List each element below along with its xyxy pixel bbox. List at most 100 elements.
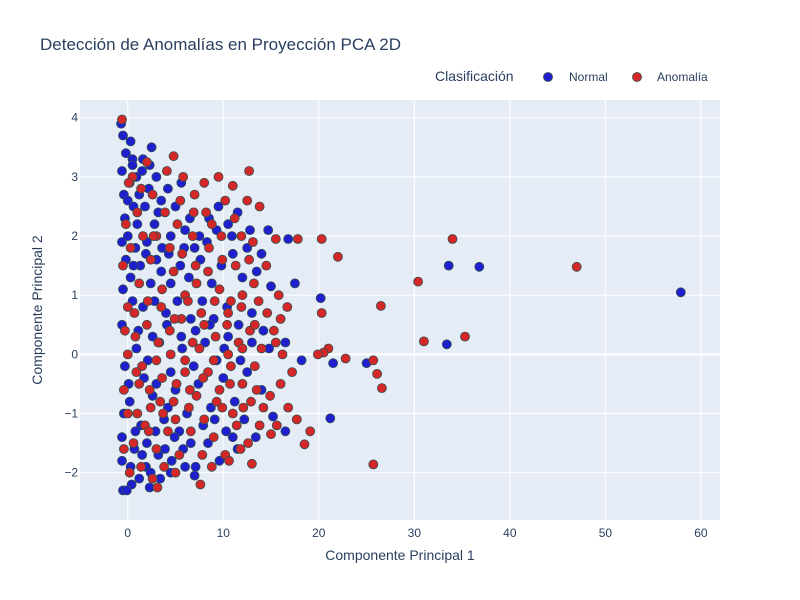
data-point[interactable] — [571, 261, 582, 272]
data-point[interactable] — [198, 373, 209, 383]
data-point[interactable] — [292, 234, 303, 244]
data-point[interactable] — [217, 254, 228, 265]
data-point[interactable] — [160, 444, 170, 454]
data-point[interactable] — [151, 378, 162, 389]
data-point[interactable] — [277, 349, 288, 360]
data-point[interactable] — [247, 237, 258, 247]
data-point[interactable] — [237, 378, 248, 389]
data-point[interactable] — [187, 337, 198, 348]
data-point[interactable] — [209, 414, 220, 425]
data-point[interactable] — [118, 130, 128, 141]
data-point[interactable] — [283, 402, 294, 413]
data-point[interactable] — [153, 337, 164, 348]
data-point[interactable] — [141, 438, 152, 449]
data-point[interactable] — [253, 296, 264, 307]
data-point[interactable] — [171, 378, 182, 389]
data-point[interactable] — [244, 166, 255, 176]
data-point[interactable] — [136, 461, 147, 472]
data-point[interactable] — [218, 373, 229, 383]
data-point[interactable] — [169, 432, 180, 443]
data-point[interactable] — [162, 183, 173, 194]
data-point[interactable] — [147, 189, 158, 200]
data-point[interactable] — [189, 242, 200, 253]
data-point[interactable] — [256, 343, 267, 354]
data-point[interactable] — [375, 300, 386, 311]
data-point[interactable] — [122, 302, 133, 312]
data-point[interactable] — [474, 261, 485, 272]
data-point[interactable] — [190, 461, 201, 472]
data-point[interactable] — [275, 378, 286, 389]
data-point[interactable] — [194, 343, 205, 354]
data-point[interactable] — [206, 278, 217, 289]
data-point[interactable] — [270, 234, 281, 244]
data-point[interactable] — [141, 157, 152, 168]
data-point[interactable] — [196, 308, 207, 318]
data-point[interactable] — [123, 177, 134, 188]
data-point[interactable] — [199, 177, 210, 188]
legend-item-normal[interactable]: Normal — [543, 70, 608, 84]
data-point[interactable] — [151, 444, 162, 454]
data-point[interactable] — [213, 201, 224, 212]
data-point[interactable] — [251, 266, 262, 277]
data-point[interactable] — [242, 367, 253, 378]
data-point[interactable] — [152, 482, 163, 493]
data-point[interactable] — [209, 296, 220, 307]
data-point[interactable] — [246, 308, 257, 318]
data-point[interactable] — [199, 414, 210, 425]
data-point[interactable] — [160, 207, 170, 218]
data-point[interactable] — [223, 219, 234, 230]
data-point[interactable] — [143, 426, 154, 437]
data-point[interactable] — [413, 276, 424, 287]
data-point[interactable] — [168, 396, 179, 407]
data-point[interactable] — [249, 361, 260, 372]
data-point[interactable] — [372, 368, 383, 379]
data-point[interactable] — [443, 260, 454, 271]
data-point[interactable] — [168, 266, 179, 277]
data-point[interactable] — [174, 449, 185, 460]
data-point[interactable] — [157, 284, 168, 295]
data-point[interactable] — [237, 343, 248, 354]
data-point[interactable] — [243, 438, 254, 449]
data-point[interactable] — [289, 278, 300, 289]
data-point[interactable] — [223, 308, 234, 318]
data-point[interactable] — [156, 195, 167, 206]
data-point[interactable] — [177, 343, 188, 354]
data-point[interactable] — [199, 319, 210, 330]
data-point[interactable] — [291, 414, 302, 425]
data-point[interactable] — [316, 234, 327, 244]
data-point[interactable] — [315, 293, 326, 304]
data-point[interactable] — [275, 313, 286, 324]
data-point[interactable] — [245, 225, 255, 236]
legend-item-anomalia[interactable]: Anomalía — [632, 70, 709, 84]
data-point[interactable] — [137, 166, 148, 176]
data-point[interactable] — [130, 331, 141, 342]
data-point[interactable] — [138, 231, 148, 242]
data-point[interactable] — [145, 278, 156, 289]
data-point[interactable] — [117, 114, 127, 125]
data-point[interactable] — [190, 260, 201, 271]
data-point[interactable] — [265, 390, 276, 401]
data-point[interactable] — [214, 455, 225, 466]
data-point[interactable] — [122, 195, 133, 206]
data-point[interactable] — [236, 231, 247, 242]
data-point[interactable] — [296, 355, 307, 366]
data-point[interactable] — [151, 171, 162, 182]
data-point[interactable] — [175, 260, 186, 271]
data-point[interactable] — [441, 339, 452, 350]
data-point[interactable] — [206, 219, 217, 230]
data-point[interactable] — [224, 455, 234, 466]
data-point[interactable] — [305, 426, 316, 437]
data-point[interactable] — [316, 308, 327, 318]
data-point[interactable] — [121, 219, 131, 230]
data-point[interactable] — [189, 470, 200, 481]
data-point[interactable] — [141, 319, 152, 330]
data-point[interactable] — [376, 383, 387, 394]
data-point[interactable] — [235, 444, 246, 454]
data-point[interactable] — [246, 458, 257, 469]
data-point[interactable] — [217, 402, 228, 413]
data-point[interactable] — [226, 231, 237, 242]
data-point[interactable] — [201, 207, 212, 218]
data-point[interactable] — [227, 180, 238, 191]
data-point[interactable] — [262, 308, 273, 318]
data-point[interactable] — [675, 287, 686, 298]
